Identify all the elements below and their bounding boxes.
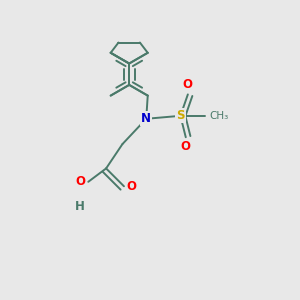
- Text: O: O: [181, 140, 191, 153]
- Text: H: H: [74, 200, 84, 213]
- Text: O: O: [183, 78, 193, 92]
- Text: N: N: [141, 112, 151, 125]
- Text: S: S: [176, 109, 185, 122]
- Text: O: O: [75, 175, 85, 188]
- Text: CH₃: CH₃: [209, 111, 229, 121]
- Text: O: O: [126, 180, 136, 193]
